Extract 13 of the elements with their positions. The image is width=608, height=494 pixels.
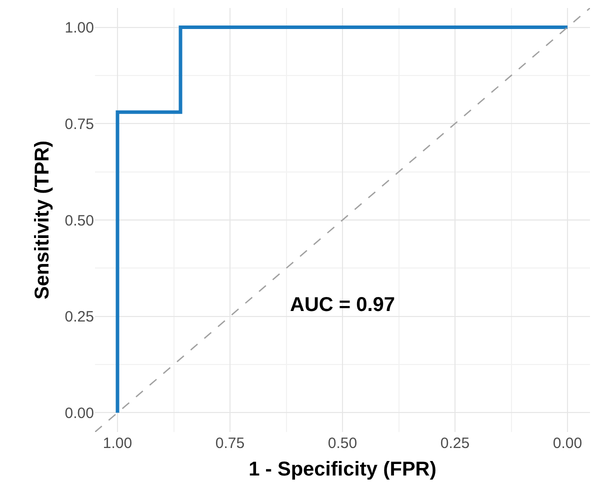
x-tick-label: 0.75 <box>215 435 245 452</box>
x-tick-label: 1.00 <box>102 435 132 452</box>
x-axis-title: 1 - Specificity (FPR) <box>248 458 436 480</box>
annotation: AUC = 0.97 <box>290 294 396 316</box>
y-tick-label: 0.00 <box>64 404 94 422</box>
x-tick-label: 0.50 <box>328 435 358 452</box>
x-tick-label: 0.25 <box>440 435 470 452</box>
x-tick-label: 0.00 <box>552 435 582 452</box>
y-tick-label: 0.75 <box>64 116 94 133</box>
y-tick-label: 0.50 <box>64 212 94 230</box>
y-tick-label: 0.25 <box>64 308 94 326</box>
y-axis-title: Sensitivity (TPR) <box>31 140 54 300</box>
y-tick-label: 1.00 <box>64 20 94 37</box>
